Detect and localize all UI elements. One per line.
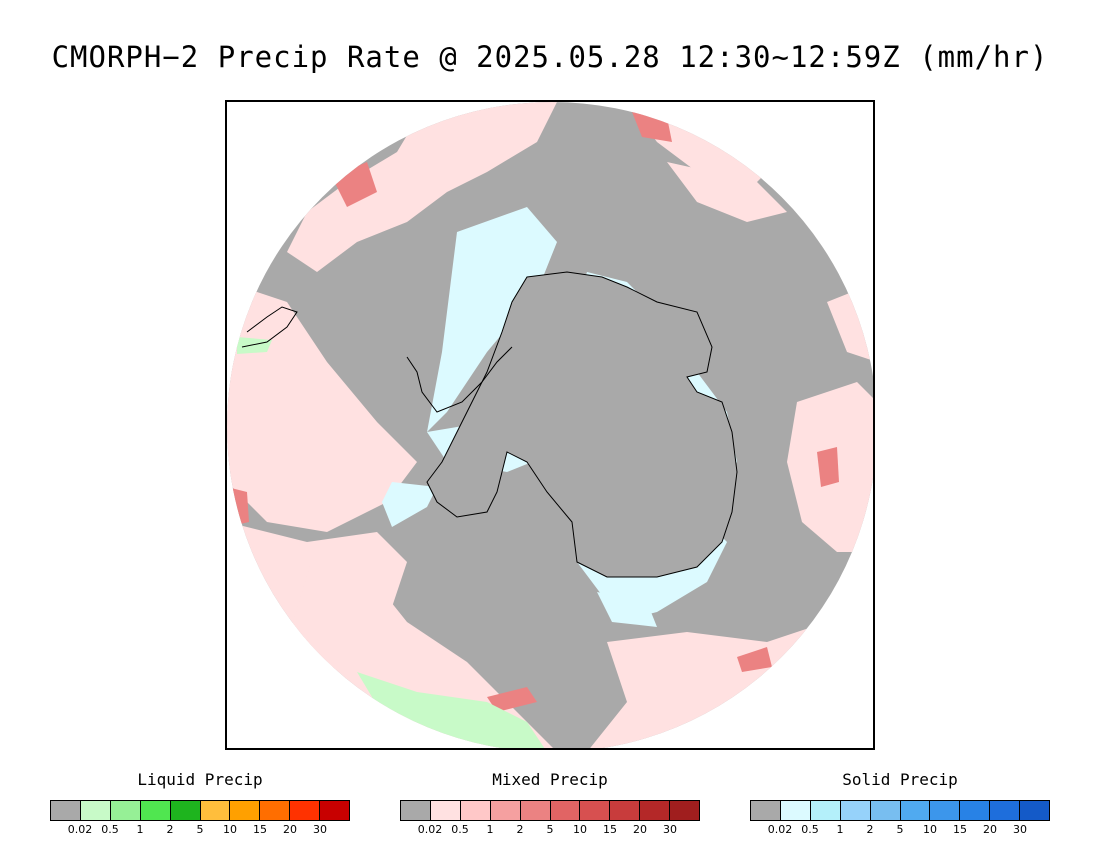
legend-tick-label: 20 <box>283 823 297 836</box>
legend-title: Liquid Precip <box>137 770 263 789</box>
legend-liquid: Liquid Precip 0.02 0.5 1 2 5 10 15 20 30 <box>50 770 350 840</box>
legend-tick-label: 1 <box>836 823 844 836</box>
legend-tick-label: 15 <box>603 823 617 836</box>
legend-swatch <box>960 801 991 820</box>
legend-swatch <box>870 801 901 820</box>
legend-tick-label: 0.02 <box>767 823 793 836</box>
legend-tick-label: 0.5 <box>451 823 469 836</box>
legend-tick-label: 20 <box>633 823 647 836</box>
legend-tick-label: 0.02 <box>67 823 93 836</box>
legend-tick-label: 30 <box>1013 823 1027 836</box>
legend-tick-label: 30 <box>663 823 677 836</box>
south-america-coastline <box>241 306 298 348</box>
legend-swatch <box>610 801 641 820</box>
legend-swatch <box>490 801 521 820</box>
legend-tick-label: 1 <box>136 823 144 836</box>
legend-tick-label: 1 <box>486 823 494 836</box>
legend-swatches <box>400 800 700 821</box>
legend-swatch <box>900 801 931 820</box>
liquid-precip-regions <box>237 337 547 748</box>
legend-swatch <box>930 801 961 820</box>
legend-tick-label: 0.5 <box>801 823 819 836</box>
legend-swatch <box>230 801 261 820</box>
legend-ticks: 0.02 0.5 1 2 5 10 15 20 30 <box>400 823 700 837</box>
legend-tick-label: 10 <box>923 823 937 836</box>
legend-mixed: Mixed Precip 0.02 0.5 1 2 5 10 15 20 30 <box>400 770 700 840</box>
legend-swatch <box>1020 801 1050 820</box>
legend-tick-label: 10 <box>573 823 587 836</box>
legend-tick-label: 2 <box>866 823 874 836</box>
legend-swatches <box>750 800 1050 821</box>
legend-swatch <box>580 801 611 820</box>
legend-swatch <box>170 801 201 820</box>
legend-ticks: 0.02 0.5 1 2 5 10 15 20 30 <box>50 823 350 837</box>
legend-swatch <box>780 801 811 820</box>
legend-title: Mixed Precip <box>492 770 608 789</box>
legend-tick-label: 15 <box>953 823 967 836</box>
legend-tick-label: 2 <box>166 823 174 836</box>
antarctica-land <box>426 271 738 578</box>
legend-swatch <box>290 801 321 820</box>
legend-swatch <box>80 801 111 820</box>
legend-swatch <box>550 801 581 820</box>
legend-swatches <box>50 800 350 821</box>
legend-ticks: 0.02 0.5 1 2 5 10 15 20 30 <box>750 823 1050 837</box>
precip-map-svg <box>227 102 873 748</box>
antarctic-peninsula <box>406 346 513 413</box>
legend-swatch <box>810 801 841 820</box>
legend-swatch <box>401 801 431 820</box>
legend-tick-label: 20 <box>983 823 997 836</box>
legend-swatch <box>460 801 491 820</box>
chart-title: CMORPH−2 Precip Rate @ 2025.05.28 12:30~… <box>51 40 1049 74</box>
legend-swatch <box>200 801 231 820</box>
legend-solid: Solid Precip 0.02 0.5 1 2 5 10 15 20 30 <box>750 770 1050 840</box>
legend-tick-label: 0.02 <box>417 823 443 836</box>
legend-swatch <box>51 801 81 820</box>
legend-swatch <box>260 801 291 820</box>
legend-swatch <box>840 801 871 820</box>
legend-tick-label: 10 <box>223 823 237 836</box>
legend-tick-label: 5 <box>896 823 904 836</box>
legend-tick-label: 5 <box>546 823 554 836</box>
legend-tick-label: 0.5 <box>101 823 119 836</box>
polar-map <box>225 100 875 750</box>
legend-swatch <box>640 801 671 820</box>
legend-tick-label: 15 <box>253 823 267 836</box>
legend-swatch <box>430 801 461 820</box>
legend-swatch <box>110 801 141 820</box>
legend-swatch <box>140 801 171 820</box>
legend-swatch <box>990 801 1021 820</box>
legend-title: Solid Precip <box>842 770 958 789</box>
legend-tick-label: 2 <box>516 823 524 836</box>
precip-disc <box>227 102 873 748</box>
legend-swatch <box>520 801 551 820</box>
legend-swatch <box>751 801 781 820</box>
legend-swatch <box>670 801 700 820</box>
legend-swatch <box>320 801 350 820</box>
legend-tick-label: 30 <box>313 823 327 836</box>
legend-tick-label: 5 <box>196 823 204 836</box>
